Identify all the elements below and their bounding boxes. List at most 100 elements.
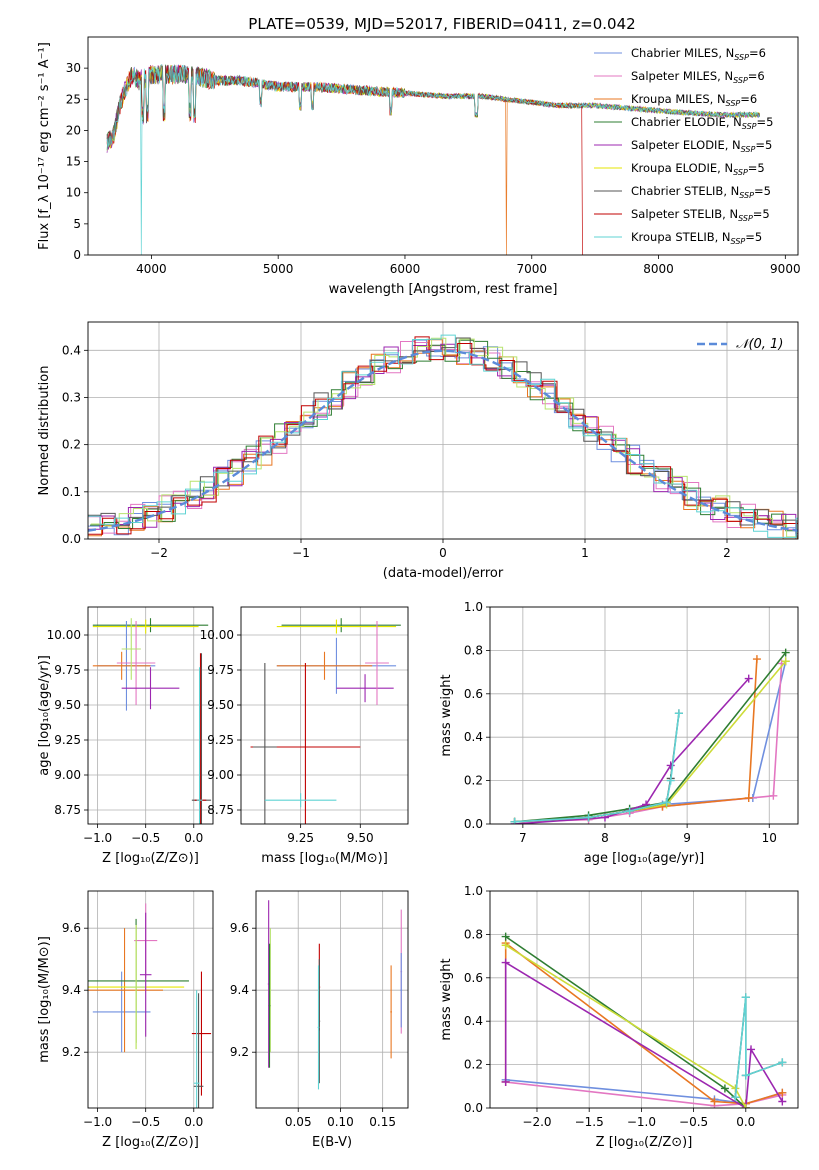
axis-label-x: age [log₁₀(age/yr)] — [584, 851, 705, 866]
tick-label-y: 0.0 — [62, 532, 81, 546]
tick-label-y: 9.6 — [230, 921, 249, 935]
tick-label-x: 4000 — [136, 262, 167, 276]
tick-label-y: 9.4 — [230, 983, 249, 997]
legend-count: =6 — [748, 69, 765, 83]
legend-count: =5 — [745, 230, 762, 244]
tick-label-x: 0.05 — [285, 1115, 312, 1129]
tick-label-x: −0.5 — [679, 1115, 708, 1129]
figure-title: PLATE=0539, MJD=52017, FIBERID=0411, z=0… — [248, 15, 635, 33]
tick-label-x: −2 — [150, 546, 168, 560]
point-marker — [741, 993, 750, 1002]
point-marker — [501, 1077, 510, 1086]
axes-frame — [87, 606, 214, 825]
point-marker — [720, 1084, 729, 1093]
axis-label-x: Z [log₁₀(Z/Z⊙)] — [102, 851, 199, 866]
legend-count: =5 — [754, 184, 771, 198]
tick-label-y: 9.50 — [54, 698, 81, 712]
plot-area — [250, 618, 401, 824]
legend-label: Salpeter MILES, NSSP=6 — [631, 69, 765, 85]
mass-weight-series — [505, 1081, 783, 1107]
tick-label-y: 10.00 — [47, 628, 81, 642]
legend-subscript: SSP — [739, 191, 754, 200]
legend-count: =6 — [740, 92, 757, 106]
legend-label: Salpeter STELIB, NSSP=5 — [631, 207, 770, 223]
point-marker — [666, 761, 675, 770]
tick-label-y: 0 — [73, 248, 81, 262]
tick-label-x: 2 — [723, 546, 731, 560]
axis-label-x: Z [log₁₀(Z/Z⊙)] — [596, 1135, 693, 1150]
point-marker — [747, 1045, 756, 1054]
tick-label-y: 0.4 — [464, 1014, 483, 1028]
tick-label-x: −1.0 — [83, 831, 112, 845]
tick-label-x: 9000 — [770, 262, 801, 276]
tick-label-x: −1.0 — [627, 1115, 656, 1129]
normal-curve — [88, 349, 798, 532]
legend-count: =5 — [753, 207, 770, 221]
tick-label-x: 9.50 — [347, 831, 374, 845]
tick-label-y: 0.6 — [464, 971, 483, 985]
panel-mass-vs-ebv: 0.05 0.10 0.15 9.2 9.4 9.6 E(B-V) — [230, 890, 409, 1150]
tick-label-y: 10.00 — [200, 628, 234, 642]
tick-label-y: 0.2 — [62, 438, 81, 452]
tick-label-y: 15 — [66, 155, 81, 169]
tick-label-y: 9.50 — [207, 698, 234, 712]
axis-label-y: age [log₁₀(age/yr)] — [37, 655, 52, 776]
axes-frame — [87, 321, 799, 540]
tick-label-x: 10 — [762, 831, 777, 845]
spectrum-series — [106, 64, 760, 255]
histogram-series — [90, 339, 798, 532]
panel-mass-vs-Z: −1.0 −0.5 0.0 9.2 9.4 9.6 Z [log₁₀(Z/Z⊙)] mass … — [37, 890, 214, 1150]
panel-residual-histogram: −2 −1 0 1 2 0.0 0.1 0.2 0.3 0.4 (data-model)/error… — [37, 321, 799, 581]
tick-label-y: 0.3 — [62, 390, 81, 404]
legend-count: =5 — [755, 138, 772, 152]
point-marker — [781, 648, 790, 657]
tick-label-y: 9.2 — [62, 1045, 81, 1059]
point-marker — [584, 813, 593, 822]
tick-label-y: 0.4 — [464, 730, 483, 744]
tick-label-x: 5000 — [263, 262, 294, 276]
mass-weight-series — [514, 713, 680, 823]
tick-label-x: 9 — [683, 831, 691, 845]
mass-weight-series — [504, 941, 783, 1105]
plot-area — [88, 903, 212, 1108]
point-marker — [731, 1093, 740, 1102]
legend-subscript: SSP — [733, 76, 748, 85]
tick-label-x: 1 — [581, 546, 589, 560]
legend-label: 𝒩(0, 1) — [736, 337, 783, 352]
tick-label-y: 9.00 — [207, 768, 234, 782]
axis-label-y: Flux [f_λ 10⁻¹⁷ erg cm⁻² s⁻¹ A⁻¹] — [37, 42, 52, 250]
legend-subscript: SSP — [738, 214, 753, 223]
tick-label-y: 0.2 — [464, 774, 483, 788]
mass-weight-series — [734, 997, 783, 1098]
tick-label-x: 7 — [519, 831, 527, 845]
tick-label-x: −1.5 — [575, 1115, 604, 1129]
point-marker — [510, 817, 519, 824]
legend-subscript: SSP — [731, 237, 746, 246]
point-marker — [741, 1071, 750, 1080]
plot-area — [106, 63, 761, 255]
point-marker — [666, 776, 675, 785]
tick-label-x: −1.0 — [83, 1115, 112, 1129]
mass-weight-series — [504, 961, 783, 1108]
axis-label-x: (data-model)/error — [383, 566, 504, 581]
tick-label-y: 1.0 — [464, 600, 483, 614]
tick-label-x: 0.15 — [369, 1115, 396, 1129]
legend-count: =5 — [748, 161, 765, 175]
legend-count: =5 — [757, 115, 774, 129]
point-marker — [778, 1058, 787, 1067]
axes-frame — [489, 890, 799, 1109]
tick-label-y: 8.75 — [54, 803, 81, 817]
tick-label-x: 8000 — [643, 262, 674, 276]
tick-label-y: 0.2 — [464, 1058, 483, 1072]
tick-label-y: 0.1 — [62, 485, 81, 499]
mass-weight-series — [505, 935, 747, 1108]
axes-frame — [87, 890, 214, 1109]
legend-subscript: SSP — [734, 53, 749, 62]
plot-area — [88, 334, 798, 539]
point-marker — [769, 791, 778, 800]
tick-label-x: −2.0 — [522, 1115, 551, 1129]
axes-frame — [255, 890, 409, 1109]
tick-label-y: 1.0 — [464, 884, 483, 898]
tick-label-y: 20 — [66, 123, 81, 137]
